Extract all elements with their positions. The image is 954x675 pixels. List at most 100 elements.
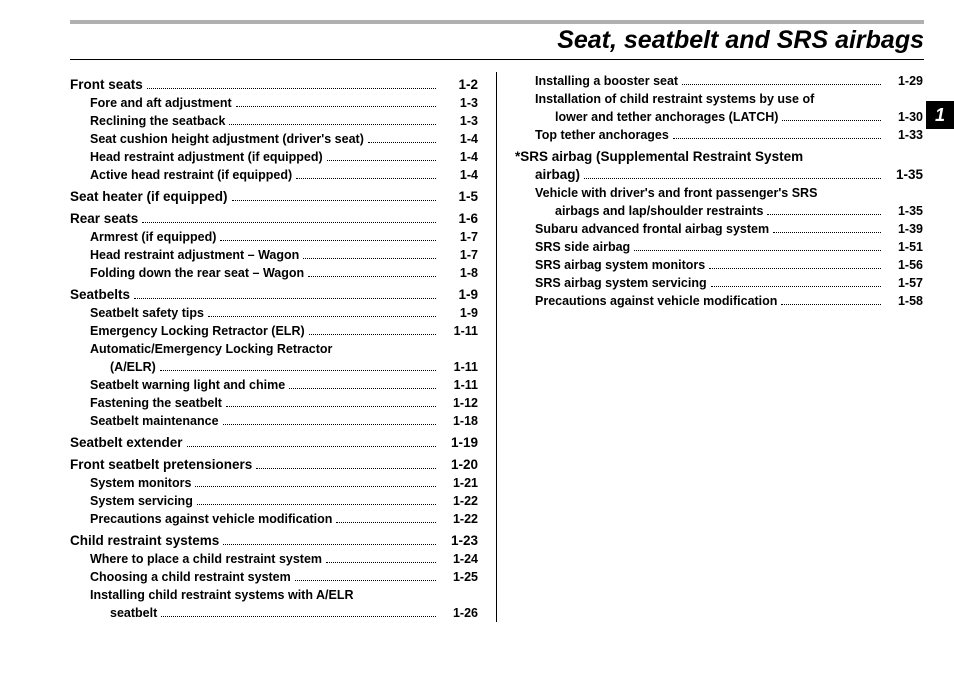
toc-label: *SRS airbag (Supplemental Restraint Syst… — [515, 148, 923, 166]
dot-leader — [782, 113, 881, 122]
toc-page: 1-4 — [440, 166, 478, 184]
toc-label: SRS airbag system monitors — [535, 256, 705, 274]
toc-entry: Reclining the seatback1-3 — [70, 112, 478, 130]
toc-entry: Vehicle with driver's and front passenge… — [515, 184, 923, 220]
toc-page: 1-6 — [440, 210, 478, 228]
toc-page: 1-18 — [440, 412, 478, 430]
toc-page: 1-30 — [885, 108, 923, 126]
toc-page: 1-33 — [885, 126, 923, 144]
toc-label: Armrest (if equipped) — [90, 228, 216, 246]
toc-entry: Fastening the seatbelt 1-12 — [70, 394, 478, 412]
toc-entry: Fore and aft adjustment 1-3 — [70, 94, 478, 112]
toc-page: 1-7 — [440, 246, 478, 264]
dot-leader — [673, 131, 881, 140]
toc-page: 1-23 — [440, 532, 478, 550]
dot-leader — [781, 297, 881, 306]
toc-label: lower and tether anchorages (LATCH) — [555, 108, 778, 126]
dot-leader — [289, 381, 436, 390]
dot-leader — [368, 135, 436, 144]
toc-label: Fastening the seatbelt — [90, 394, 222, 412]
toc-label: Subaru advanced frontal airbag system — [535, 220, 769, 238]
dot-leader — [709, 261, 881, 270]
dot-leader — [232, 192, 436, 201]
dot-leader — [220, 233, 436, 242]
toc-entry: Child restraint systems 1-23 — [70, 532, 478, 550]
toc-page: 1-12 — [440, 394, 478, 412]
dot-leader — [711, 279, 881, 288]
dot-leader — [256, 460, 436, 469]
toc-entry: Precautions against vehicle modification… — [515, 292, 923, 310]
toc-entry: *SRS airbag (Supplemental Restraint Syst… — [515, 148, 923, 184]
dot-leader — [309, 327, 436, 336]
dot-leader — [208, 309, 436, 318]
toc-page: 1-19 — [440, 434, 478, 452]
dot-leader — [296, 171, 436, 180]
toc-label: Choosing a child restraint system — [90, 568, 291, 586]
toc-label: System monitors — [90, 474, 191, 492]
toc-entry: Precautions against vehicle modification… — [70, 510, 478, 528]
toc-page: 1-51 — [885, 238, 923, 256]
toc-row: airbags and lap/shoulder restraints 1-35 — [535, 202, 923, 220]
toc-page: 1-35 — [885, 202, 923, 220]
top-rule — [70, 20, 924, 24]
toc-page: 1-22 — [440, 492, 478, 510]
toc-label: Child restraint systems — [70, 532, 219, 550]
toc-label: Installing a booster seat — [535, 72, 678, 90]
toc-page: 1-4 — [440, 148, 478, 166]
toc-entry: Active head restraint (if equipped)1-4 — [70, 166, 478, 184]
toc-label: System servicing — [90, 492, 193, 510]
toc-column-left: Front seats1-2Fore and aft adjustment1-3… — [70, 72, 497, 622]
dot-leader — [229, 117, 436, 126]
dot-leader — [326, 555, 436, 564]
toc-label: Folding down the rear seat – Wagon — [90, 264, 304, 282]
toc-page: 1-9 — [440, 304, 478, 322]
toc-page: 1-25 — [440, 568, 478, 586]
dot-leader — [197, 497, 436, 506]
dot-leader — [147, 80, 436, 89]
toc-label: (A/ELR) — [110, 358, 156, 376]
toc-page: 1-3 — [440, 94, 478, 112]
toc-entry: SRS airbag system monitors1-56 — [515, 256, 923, 274]
dot-leader — [142, 214, 436, 223]
dot-leader — [773, 225, 881, 234]
dot-leader — [682, 77, 881, 86]
toc-page: 1-26 — [440, 604, 478, 622]
dot-leader — [187, 438, 436, 447]
toc-label: Head restraint adjustment (if equipped) — [90, 148, 323, 166]
toc-entry: Armrest (if equipped)1-7 — [70, 228, 478, 246]
dot-leader — [295, 573, 436, 582]
toc-page: 1-20 — [440, 456, 478, 474]
chapter-tab: 1 — [926, 101, 954, 129]
toc-label: Seatbelt maintenance — [90, 412, 219, 430]
toc-label: Reclining the seatback — [90, 112, 225, 130]
toc-label: SRS side airbag — [535, 238, 630, 256]
toc-label: Precautions against vehicle modification — [90, 510, 332, 528]
dot-leader — [195, 479, 436, 488]
dot-leader — [226, 399, 436, 408]
toc-page: 1-58 — [885, 292, 923, 310]
toc-label: Vehicle with driver's and front passenge… — [535, 184, 923, 202]
toc-label: Emergency Locking Retractor (ELR) — [90, 322, 305, 340]
toc-page: 1-57 — [885, 274, 923, 292]
toc-page: 1-22 — [440, 510, 478, 528]
toc-row: lower and tether anchorages (LATCH) 1-30 — [535, 108, 923, 126]
toc-entry: Head restraint adjustment (if equipped) 1… — [70, 148, 478, 166]
toc-entry: Seat heater (if equipped)1-5 — [70, 188, 478, 206]
toc-label: airbags and lap/shoulder restraints — [555, 202, 763, 220]
toc-label: Seatbelts — [70, 286, 130, 304]
toc-entry: Automatic/Emergency Locking Retractor(A/… — [70, 340, 478, 376]
toc-entry: SRS airbag system servicing1-57 — [515, 274, 923, 292]
chapter-title: Seat, seatbelt and SRS airbags — [70, 26, 924, 55]
dot-leader — [634, 243, 881, 252]
dot-leader — [767, 207, 881, 216]
toc-entry: Seatbelt extender 1-19 — [70, 434, 478, 452]
toc-label: Seat heater (if equipped) — [70, 188, 228, 206]
toc-label: seatbelt — [110, 604, 157, 622]
toc-page: 1-4 — [440, 130, 478, 148]
dot-leader — [236, 99, 436, 108]
toc-label: Seatbelt safety tips — [90, 304, 204, 322]
toc-label: Installation of child restraint systems … — [535, 90, 923, 108]
toc-label: Seatbelt extender — [70, 434, 183, 452]
toc-label: Top tether anchorages — [535, 126, 669, 144]
toc-label: Fore and aft adjustment — [90, 94, 232, 112]
